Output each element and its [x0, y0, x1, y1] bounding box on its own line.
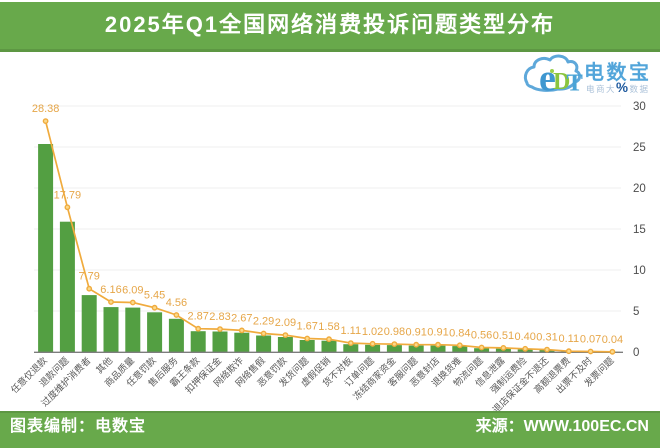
svg-text:1.67: 1.67 — [296, 321, 317, 333]
svg-text:4.56: 4.56 — [166, 297, 187, 309]
svg-text:0.51: 0.51 — [493, 330, 514, 342]
svg-text:5: 5 — [633, 306, 639, 318]
svg-text:6.16: 6.16 — [100, 284, 121, 296]
svg-text:30: 30 — [633, 101, 646, 113]
svg-text:电数宝: 电数宝 — [584, 60, 652, 84]
svg-text:2.83: 2.83 — [209, 311, 230, 323]
svg-text:0.04: 0.04 — [602, 334, 623, 346]
svg-text:D: D — [553, 69, 570, 95]
svg-text:5.45: 5.45 — [144, 290, 165, 302]
svg-text:1.11: 1.11 — [341, 325, 362, 337]
svg-text:7.79: 7.79 — [78, 271, 99, 283]
svg-text:6.09: 6.09 — [122, 285, 143, 297]
svg-text:17.79: 17.79 — [54, 189, 82, 201]
svg-text:电商大%数据: 电商大%数据 — [586, 80, 650, 95]
svg-text:1.02: 1.02 — [362, 326, 383, 338]
svg-text:0.91: 0.91 — [427, 327, 448, 339]
svg-text:2.67: 2.67 — [231, 312, 252, 324]
svg-text:10: 10 — [633, 265, 646, 277]
svg-text:0.31: 0.31 — [536, 332, 557, 344]
svg-text:0.98: 0.98 — [384, 326, 405, 338]
svg-text:0.40: 0.40 — [514, 331, 535, 343]
svg-text:T: T — [567, 70, 583, 97]
svg-text:e: e — [539, 58, 556, 100]
svg-text:15: 15 — [633, 224, 646, 236]
svg-text:25: 25 — [633, 142, 646, 154]
svg-text:0.07: 0.07 — [580, 334, 601, 346]
svg-text:2.29: 2.29 — [253, 316, 274, 328]
svg-text:2.87: 2.87 — [187, 311, 208, 323]
svg-text:0.56: 0.56 — [471, 330, 492, 342]
svg-text:1.58: 1.58 — [318, 321, 339, 333]
svg-text:0.84: 0.84 — [449, 327, 470, 339]
svg-text:0.91: 0.91 — [405, 327, 426, 339]
svg-text:0: 0 — [633, 347, 639, 359]
svg-text:2.09: 2.09 — [275, 317, 296, 329]
svg-text:0.11: 0.11 — [559, 333, 580, 345]
svg-text:20: 20 — [633, 183, 646, 195]
svg-text:28.38: 28.38 — [32, 103, 60, 115]
